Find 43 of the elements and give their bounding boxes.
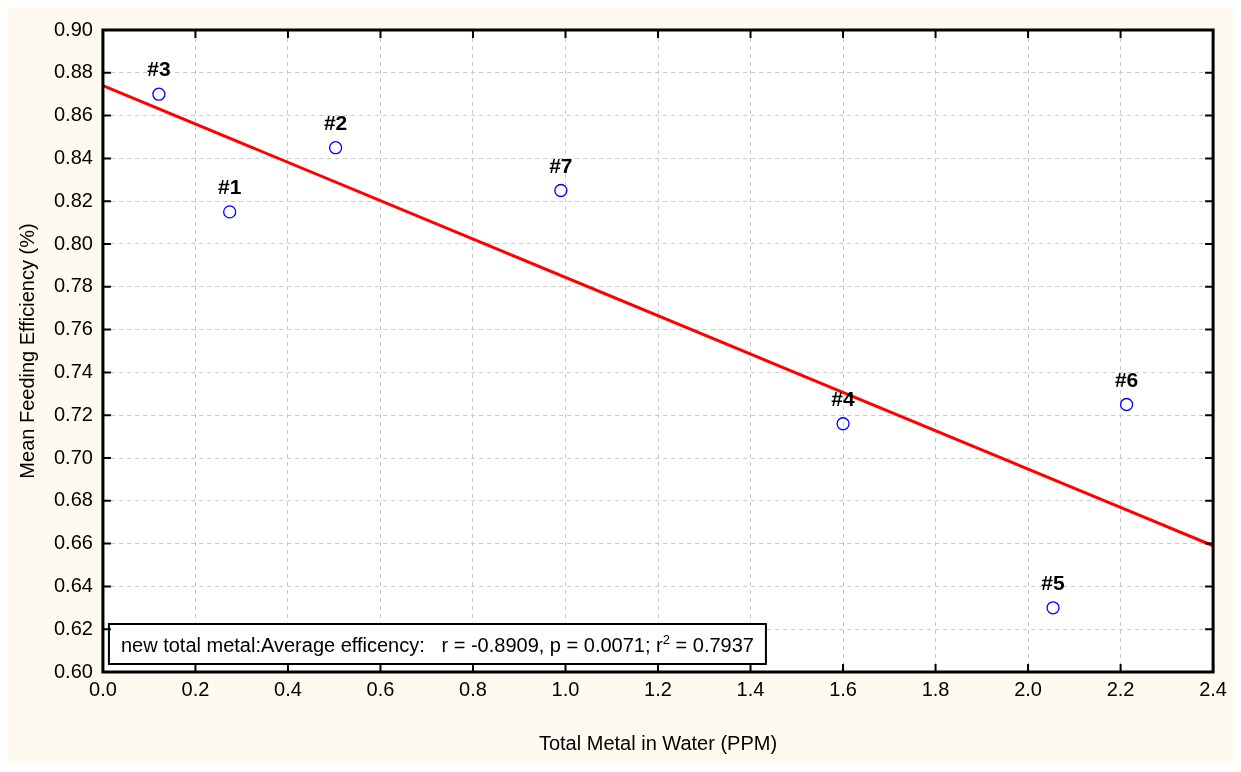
x-tick-label: 1.0 [551, 677, 580, 700]
x-tick-label: 1.6 [829, 677, 857, 700]
annotation: #5 [1041, 570, 1066, 594]
y-tick-label: 0.86 [53, 103, 93, 126]
y-axis-title: Mean Feeding Efficiency (%) [15, 223, 38, 479]
x-tick-label: 0.6 [366, 677, 395, 700]
annotation: #3 [147, 57, 171, 81]
x-tick-label: 2.0 [1014, 677, 1042, 700]
y-tick-label: 0.64 [53, 573, 93, 596]
y-tick-label: 0.76 [53, 317, 93, 340]
y-tick-label: 0.80 [53, 231, 93, 254]
x-tick-label: 1.4 [736, 677, 765, 700]
point [328, 141, 343, 155]
y-tick-label: 0.68 [53, 488, 93, 511]
y-tick-label: 0.66 [53, 531, 93, 554]
y-tick-label: 0.88 [53, 60, 93, 83]
x-axis-title: Total Metal in Water (PPM) [538, 731, 778, 754]
annotation: #2 [323, 110, 348, 134]
annotation: #4 [831, 386, 856, 410]
x-tick-label: 1.2 [644, 677, 672, 700]
y-tick-label: 0.82 [53, 188, 93, 211]
y-tick-label: 0.72 [53, 402, 93, 425]
point [223, 205, 237, 219]
annotation: #7 [549, 153, 573, 177]
x-tick-label: 0.8 [459, 677, 487, 700]
x-tick-label: 0.2 [181, 677, 210, 700]
y-tick-label: 0.62 [53, 616, 93, 639]
annotation: #6 [1114, 367, 1139, 391]
y-tick-label: 0.78 [53, 274, 93, 297]
x-tick-label: 2.2 [1106, 677, 1135, 700]
y-tick-label: 0.84 [53, 145, 93, 168]
y-tick-label: 0.74 [53, 359, 93, 382]
point [152, 87, 166, 101]
x-tick-label: 2.4 [1199, 677, 1227, 700]
point [1046, 601, 1060, 615]
point [554, 183, 568, 198]
point [1119, 397, 1134, 412]
x-tick-label: 1.8 [921, 677, 950, 700]
point [836, 417, 850, 431]
x-tick-label: 0.4 [274, 677, 302, 700]
y-tick-label: 0.70 [53, 445, 93, 468]
annotation: #1 [217, 174, 242, 198]
y-tick-label: 0.90 [53, 17, 93, 40]
